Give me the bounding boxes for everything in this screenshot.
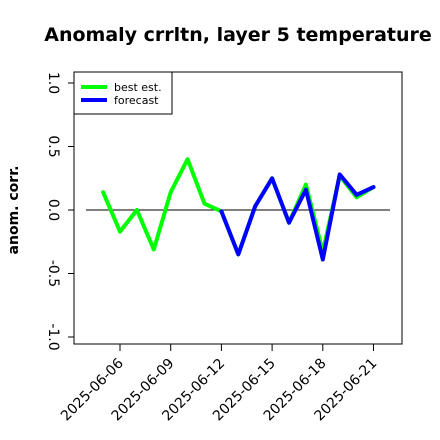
series-line-forecast: [219, 172, 376, 262]
chart-title: Anomaly crrltn, layer 5 temperature: [44, 24, 432, 46]
y-tick-label: 1.0: [45, 72, 61, 94]
y-tick-label: 0.0: [45, 199, 61, 221]
y-tick-label: -1.0: [45, 323, 61, 350]
plot-frame: [73, 71, 403, 345]
series-layer: [101, 157, 376, 262]
y-axis: -1.0 -0.5 0.0 0.5 1.0: [45, 72, 74, 351]
x-axis: 2025-06-062025-06-092025-06-122025-06-15…: [58, 344, 380, 424]
legend-label: best est.: [114, 81, 162, 94]
legend-label: forecast: [114, 94, 159, 107]
legend-box: [73, 71, 173, 115]
y-tick-label: -0.5: [45, 260, 61, 287]
legend: best est.forecast: [73, 71, 173, 115]
y-tick-label: 0.5: [45, 135, 61, 157]
